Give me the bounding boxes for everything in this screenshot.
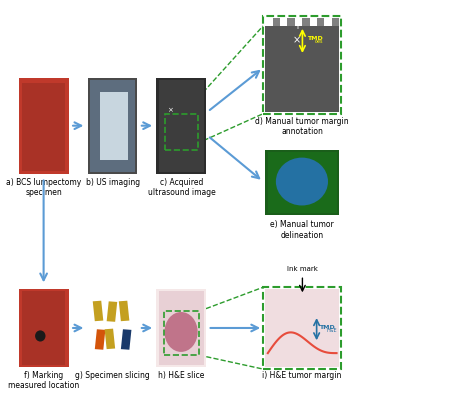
Bar <box>287 18 295 26</box>
Ellipse shape <box>164 312 198 352</box>
Bar <box>159 291 204 365</box>
Bar <box>317 18 324 26</box>
Text: e) Manual tumor
delineation: e) Manual tumor delineation <box>270 220 334 240</box>
Bar <box>164 311 199 355</box>
Ellipse shape <box>276 158 328 205</box>
Bar <box>310 18 317 26</box>
Bar <box>273 18 280 26</box>
Text: oes: oes <box>314 39 323 44</box>
Bar <box>88 289 137 367</box>
Bar <box>22 83 65 171</box>
Bar <box>265 150 339 215</box>
Bar <box>156 78 206 174</box>
Bar <box>324 18 331 26</box>
Text: ×: × <box>293 35 301 45</box>
Bar <box>263 16 341 114</box>
Bar <box>295 18 302 26</box>
Bar <box>165 114 198 150</box>
Bar <box>265 18 339 112</box>
Text: H&E: H&E <box>326 328 337 334</box>
Bar <box>95 329 105 350</box>
Bar <box>19 289 69 367</box>
Text: TMD: TMD <box>307 36 323 41</box>
Bar <box>100 92 128 160</box>
Ellipse shape <box>35 330 46 342</box>
Text: a) BCS lumpectomy
specimen: a) BCS lumpectomy specimen <box>6 178 81 197</box>
Text: Ink mark: Ink mark <box>287 266 318 273</box>
Bar <box>119 301 129 321</box>
Bar <box>265 289 339 367</box>
Bar <box>90 80 135 172</box>
Bar <box>22 291 65 365</box>
Text: b) US imaging: b) US imaging <box>86 178 140 187</box>
Bar <box>88 78 137 174</box>
Bar <box>156 289 206 367</box>
Bar <box>280 18 287 26</box>
Text: i) H&E tumor margin: i) H&E tumor margin <box>262 371 342 380</box>
Text: +: + <box>293 21 301 31</box>
Text: c) Acquired
ultrasound image: c) Acquired ultrasound image <box>148 178 215 197</box>
Bar <box>268 152 337 213</box>
Bar <box>159 80 204 172</box>
Text: f) Marking
measured location: f) Marking measured location <box>8 371 79 391</box>
Bar <box>105 329 115 349</box>
Text: TMD: TMD <box>319 325 335 330</box>
Bar <box>265 18 273 26</box>
Text: d) Manual tumor margin
annotation: d) Manual tumor margin annotation <box>255 117 349 136</box>
Bar <box>93 301 103 321</box>
Bar <box>263 287 341 369</box>
Bar <box>121 329 131 350</box>
Text: g) Specimen slicing: g) Specimen slicing <box>75 371 150 380</box>
Text: ×: × <box>167 107 173 113</box>
Bar <box>107 301 117 322</box>
Text: h) H&E slice: h) H&E slice <box>158 371 205 380</box>
Bar <box>331 18 339 26</box>
Bar <box>19 78 69 174</box>
Bar <box>302 18 310 26</box>
